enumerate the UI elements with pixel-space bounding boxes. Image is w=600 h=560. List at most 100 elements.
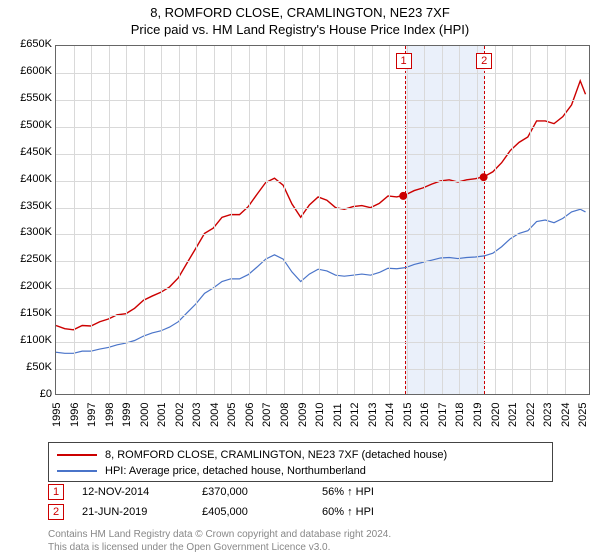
gridline-h bbox=[56, 315, 589, 316]
gridline-v bbox=[442, 46, 443, 394]
gridline-v bbox=[91, 46, 92, 394]
series-hpi bbox=[56, 209, 586, 353]
sales-hpi-1: 56% ↑ HPI bbox=[322, 486, 442, 498]
legend-row-2: HPI: Average price, detached house, Nort… bbox=[57, 463, 544, 479]
x-tick-label: 2003 bbox=[191, 403, 203, 427]
x-tick-label: 1999 bbox=[121, 403, 133, 427]
x-tick-label: 2004 bbox=[209, 403, 221, 427]
gridline-v bbox=[284, 46, 285, 394]
x-tick-label: 2011 bbox=[332, 403, 344, 427]
x-tick-label: 2023 bbox=[542, 403, 554, 427]
gridline-h bbox=[56, 288, 589, 289]
x-tick-label: 2019 bbox=[472, 403, 484, 427]
x-tick-label: 2025 bbox=[577, 403, 589, 427]
y-tick-label: £200K bbox=[2, 280, 52, 292]
gridline-v bbox=[337, 46, 338, 394]
x-tick-label: 1995 bbox=[51, 403, 63, 427]
y-tick-label: £500K bbox=[2, 119, 52, 131]
y-tick-label: £0 bbox=[2, 388, 52, 400]
x-tick-label: 1997 bbox=[86, 403, 98, 427]
gridline-v bbox=[302, 46, 303, 394]
x-tick-label: 1998 bbox=[104, 403, 116, 427]
gridline-v bbox=[512, 46, 513, 394]
y-tick-label: £100K bbox=[2, 334, 52, 346]
chart-area: £0£50K£100K£150K£200K£250K£300K£350K£400… bbox=[0, 45, 600, 440]
sales-price-1: £370,000 bbox=[202, 486, 322, 498]
event-badge: 2 bbox=[476, 53, 492, 69]
footer: Contains HM Land Registry data © Crown c… bbox=[48, 528, 391, 554]
x-tick-label: 2010 bbox=[314, 403, 326, 427]
y-tick-label: £650K bbox=[2, 38, 52, 50]
sales-table: 1 12-NOV-2014 £370,000 56% ↑ HPI 2 21-JU… bbox=[48, 482, 442, 522]
x-tick-label: 2015 bbox=[402, 403, 414, 427]
gridline-v bbox=[319, 46, 320, 394]
legend-swatch-1 bbox=[57, 454, 97, 456]
gridline-v bbox=[477, 46, 478, 394]
gridline-v bbox=[547, 46, 548, 394]
x-tick-label: 2022 bbox=[525, 403, 537, 427]
gridline-v bbox=[459, 46, 460, 394]
gridline-v bbox=[249, 46, 250, 394]
y-tick-label: £350K bbox=[2, 200, 52, 212]
legend-label-2: HPI: Average price, detached house, Nort… bbox=[105, 465, 366, 477]
gridline-h bbox=[56, 234, 589, 235]
gridline-h bbox=[56, 342, 589, 343]
x-tick-label: 2007 bbox=[261, 403, 273, 427]
chart-title-line2: Price paid vs. HM Land Registry's House … bbox=[0, 22, 600, 37]
x-tick-label: 2024 bbox=[560, 403, 572, 427]
gridline-v bbox=[565, 46, 566, 394]
sales-date-1: 12-NOV-2014 bbox=[82, 486, 202, 498]
gridline-v bbox=[144, 46, 145, 394]
x-tick-label: 2021 bbox=[507, 403, 519, 427]
x-tick-label: 2013 bbox=[367, 403, 379, 427]
gridline-v bbox=[407, 46, 408, 394]
gridline-h bbox=[56, 181, 589, 182]
sales-badge-1: 1 bbox=[48, 484, 64, 500]
x-tick-label: 2016 bbox=[419, 403, 431, 427]
sales-price-2: £405,000 bbox=[202, 506, 322, 518]
gridline-v bbox=[74, 46, 75, 394]
x-tick-label: 1996 bbox=[69, 403, 81, 427]
x-tick-label: 2008 bbox=[279, 403, 291, 427]
sales-date-2: 21-JUN-2019 bbox=[82, 506, 202, 518]
gridline-v bbox=[424, 46, 425, 394]
legend-label-1: 8, ROMFORD CLOSE, CRAMLINGTON, NE23 7XF … bbox=[105, 449, 447, 461]
gridline-v bbox=[214, 46, 215, 394]
gridline-v bbox=[109, 46, 110, 394]
event-badge: 1 bbox=[396, 53, 412, 69]
sales-badge-2: 2 bbox=[48, 504, 64, 520]
x-tick-label: 2014 bbox=[384, 403, 396, 427]
y-tick-label: £600K bbox=[2, 65, 52, 77]
gridline-h bbox=[56, 127, 589, 128]
footer-line-2: This data is licensed under the Open Gov… bbox=[48, 541, 391, 554]
gridline-v bbox=[161, 46, 162, 394]
x-tick-label: 2017 bbox=[437, 403, 449, 427]
plot-area bbox=[55, 45, 590, 395]
gridline-h bbox=[56, 154, 589, 155]
x-tick-label: 2009 bbox=[297, 403, 309, 427]
x-tick-label: 2006 bbox=[244, 403, 256, 427]
gridline-v bbox=[196, 46, 197, 394]
y-tick-label: £300K bbox=[2, 226, 52, 238]
gridline-v bbox=[372, 46, 373, 394]
gridline-h bbox=[56, 261, 589, 262]
y-tick-label: £50K bbox=[2, 361, 52, 373]
sales-row-1: 1 12-NOV-2014 £370,000 56% ↑ HPI bbox=[48, 482, 442, 502]
gridline-v bbox=[126, 46, 127, 394]
y-tick-label: £400K bbox=[2, 173, 52, 185]
y-tick-label: £150K bbox=[2, 307, 52, 319]
legend-row-1: 8, ROMFORD CLOSE, CRAMLINGTON, NE23 7XF … bbox=[57, 447, 544, 463]
x-tick-label: 2012 bbox=[349, 403, 361, 427]
x-tick-label: 2018 bbox=[454, 403, 466, 427]
x-tick-label: 2001 bbox=[156, 403, 168, 427]
sales-hpi-2: 60% ↑ HPI bbox=[322, 506, 442, 518]
gridline-v bbox=[266, 46, 267, 394]
gridline-v bbox=[231, 46, 232, 394]
legend: 8, ROMFORD CLOSE, CRAMLINGTON, NE23 7XF … bbox=[48, 442, 553, 482]
gridline-v bbox=[389, 46, 390, 394]
series-property bbox=[56, 81, 586, 330]
x-tick-label: 2000 bbox=[139, 403, 151, 427]
gridline-h bbox=[56, 100, 589, 101]
gridline-v bbox=[530, 46, 531, 394]
sales-row-2: 2 21-JUN-2019 £405,000 60% ↑ HPI bbox=[48, 502, 442, 522]
